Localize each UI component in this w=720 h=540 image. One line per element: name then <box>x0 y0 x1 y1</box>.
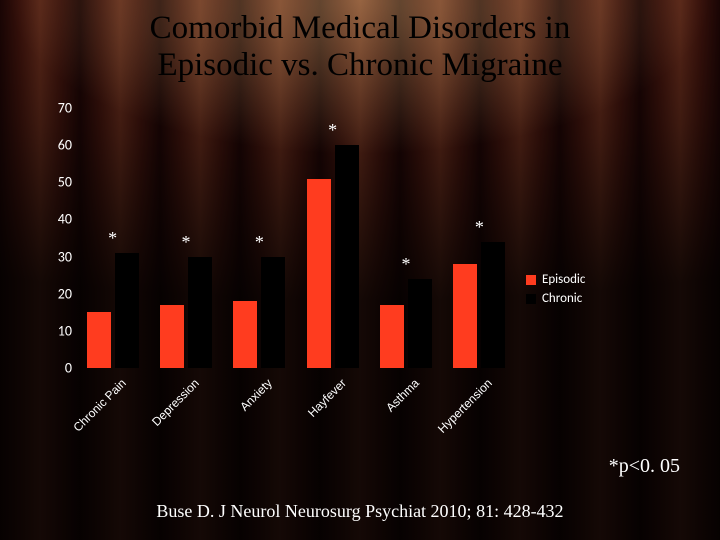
comorbid-chart: 010203040506070 ****** Chronic PainDepre… <box>40 108 640 438</box>
legend-label: Episodic <box>542 272 585 287</box>
x-axis-labels: Chronic PainDepressionAnxietyHayfeverAst… <box>76 372 516 438</box>
y-tick-label: 0 <box>65 360 72 377</box>
y-tick-label: 50 <box>58 174 72 191</box>
y-tick-label: 60 <box>58 137 72 154</box>
y-tick-label: 70 <box>58 100 72 117</box>
x-category-label: Anxiety <box>237 376 275 414</box>
bar-chronic <box>261 257 285 368</box>
x-category-label: Hypertension <box>435 376 495 436</box>
y-tick-label: 20 <box>58 285 72 302</box>
y-axis: 010203040506070 <box>40 108 76 368</box>
chart-legend: Episodic Chronic <box>526 268 585 310</box>
significance-asterisk: * <box>328 120 337 141</box>
bar-chronic <box>408 279 432 368</box>
bar-episodic <box>233 301 257 368</box>
legend-item: Episodic <box>526 272 585 287</box>
x-category-label: Depression <box>149 376 202 429</box>
bar-episodic <box>87 312 111 368</box>
bar-chronic <box>188 257 212 368</box>
chart-bars: * * * * * * <box>76 108 516 368</box>
significance-asterisk: * <box>255 232 264 253</box>
slide: Comorbid Medical Disorders in Episodic v… <box>0 0 720 540</box>
legend-swatch <box>526 275 536 285</box>
bar-chronic <box>481 242 505 368</box>
significance-asterisk: * <box>108 228 117 249</box>
significance-asterisk: * <box>475 217 484 238</box>
significance-asterisk: * <box>182 232 191 253</box>
significance-asterisk: * <box>402 254 411 275</box>
bar-episodic <box>453 264 477 368</box>
y-tick-label: 10 <box>58 322 72 339</box>
title-line-1: Comorbid Medical Disorders in <box>150 10 571 46</box>
x-category-label: Hayfever <box>305 376 349 420</box>
x-category-label: Asthma <box>383 376 422 415</box>
y-tick-label: 40 <box>58 211 72 228</box>
legend-item: Chronic <box>526 291 585 306</box>
bar-episodic <box>380 305 404 368</box>
chart-plot: * * * * * * <box>76 108 516 368</box>
bar-episodic <box>160 305 184 368</box>
citation-text: Buse D. J Neurol Neurosurg Psychiat 2010… <box>0 501 720 522</box>
slide-title: Comorbid Medical Disorders in Episodic v… <box>0 10 720 84</box>
y-tick-label: 30 <box>58 248 72 265</box>
legend-label: Chronic <box>542 291 582 306</box>
bar-chronic <box>335 145 359 368</box>
x-category-label: Chronic Pain <box>70 376 128 434</box>
bar-chronic <box>115 253 139 368</box>
bar-episodic <box>307 179 331 368</box>
p-value-note: *p<0. 05 <box>609 455 680 478</box>
legend-swatch <box>526 294 536 304</box>
title-line-2: Episodic vs. Chronic Migraine <box>157 47 562 83</box>
